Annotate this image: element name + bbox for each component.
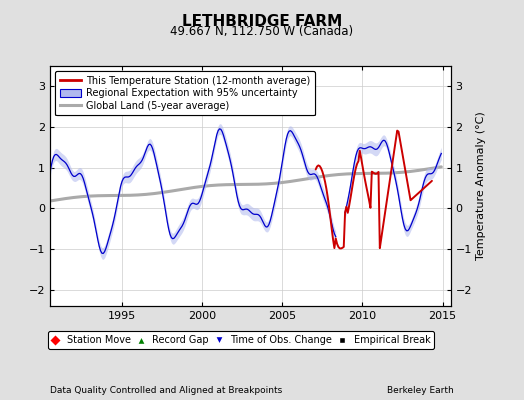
Text: LETHBRIDGE FARM: LETHBRIDGE FARM [182, 14, 342, 29]
Text: Berkeley Earth: Berkeley Earth [387, 386, 453, 395]
Legend: Station Move, Record Gap, Time of Obs. Change, Empirical Break: Station Move, Record Gap, Time of Obs. C… [48, 331, 434, 349]
Text: 49.667 N, 112.750 W (Canada): 49.667 N, 112.750 W (Canada) [170, 25, 354, 38]
Text: Data Quality Controlled and Aligned at Breakpoints: Data Quality Controlled and Aligned at B… [50, 386, 282, 395]
Legend: This Temperature Station (12-month average), Regional Expectation with 95% uncer: This Temperature Station (12-month avera… [54, 71, 315, 116]
Y-axis label: Temperature Anomaly (°C): Temperature Anomaly (°C) [476, 112, 486, 260]
